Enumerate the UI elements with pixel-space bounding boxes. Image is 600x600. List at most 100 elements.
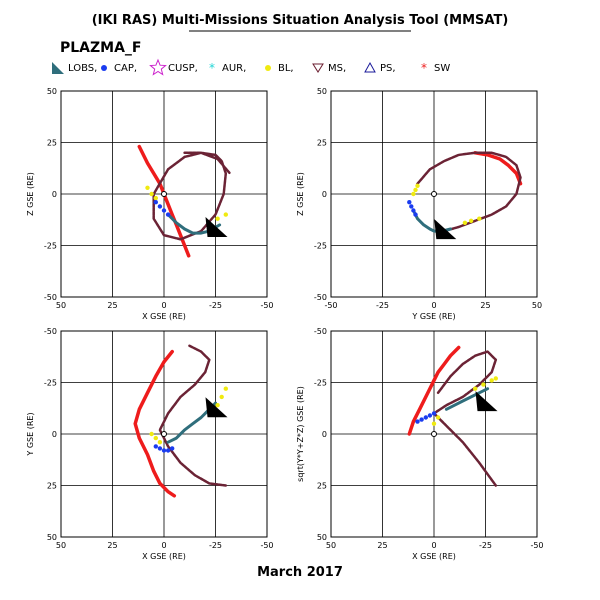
series-point-bl bbox=[431, 421, 437, 426]
y-tick-label: -50 bbox=[44, 327, 57, 336]
y-axis-label: Z GSE (RE) bbox=[296, 172, 305, 216]
series-point-cap bbox=[409, 204, 414, 209]
legend-item-ps: PS, bbox=[364, 61, 396, 74]
series-point-bl bbox=[493, 376, 498, 381]
legend-symbol-icon bbox=[149, 58, 167, 76]
series-point-bl bbox=[223, 212, 228, 217]
earth-marker bbox=[431, 431, 437, 437]
series-point-bl bbox=[415, 183, 420, 188]
legend-symbol-icon bbox=[364, 61, 376, 73]
series-point-cap bbox=[415, 419, 420, 424]
x-tick-label: -50 bbox=[260, 541, 273, 550]
earth-marker bbox=[161, 431, 167, 437]
series-point-bl bbox=[215, 403, 220, 408]
y-tick-label: -50 bbox=[314, 293, 327, 302]
legend-label: AUR, bbox=[222, 63, 246, 74]
chart-panel-4: 50 -50 25 -25 0 0 -25 25 -50 50 X GSE (RE) sqrt(Y*Y… bbox=[296, 327, 544, 561]
legend-symbol-icon: * bbox=[421, 61, 427, 75]
legend-label: LOBS, bbox=[68, 63, 97, 74]
series-point-bl bbox=[468, 218, 474, 223]
y-tick-label: 50 bbox=[47, 533, 57, 542]
series-line-sw bbox=[137, 144, 191, 258]
legend-label: CUSP, bbox=[168, 63, 198, 74]
y-tick-label: -25 bbox=[44, 242, 57, 251]
y-tick-label: 0 bbox=[52, 430, 57, 439]
x-axis-label: X GSE (RE) bbox=[142, 312, 186, 321]
series-line-ms bbox=[432, 350, 498, 487]
y-tick-label: 50 bbox=[317, 87, 327, 96]
spacecraft-marker bbox=[205, 217, 228, 238]
legend-item-cusp: CUSP, bbox=[149, 58, 198, 76]
series-line-lobs bbox=[444, 387, 490, 411]
series-point-bl bbox=[473, 386, 478, 391]
plot-area bbox=[133, 344, 228, 498]
series-line-sw bbox=[133, 349, 177, 498]
date-label: March 2017 bbox=[257, 565, 343, 580]
y-tick-label: 25 bbox=[317, 139, 327, 148]
x-tick-label: -25 bbox=[209, 541, 222, 550]
legend-symbol-icon bbox=[265, 65, 271, 71]
y-tick-label: -25 bbox=[44, 379, 57, 388]
series-point-bl bbox=[157, 440, 163, 445]
x-tick-label: 50 bbox=[326, 541, 336, 550]
legend-item-lobs: LOBS, bbox=[52, 62, 97, 74]
series-point-bl bbox=[153, 435, 158, 441]
series-point-cap bbox=[423, 415, 428, 420]
y-axis-label: Y GSE (RE) bbox=[26, 412, 35, 456]
series-point-bl bbox=[477, 216, 482, 221]
x-tick-label: -25 bbox=[376, 301, 389, 310]
chart-panel-2: -50 50 -25 25 0 0 25 -25 50 -50 Y GSE (RE) Z GSE (R… bbox=[296, 87, 542, 321]
series-point-cap bbox=[161, 208, 167, 213]
x-tick-label: 25 bbox=[377, 541, 387, 550]
series-point-bl bbox=[149, 431, 154, 437]
y-tick-label: -50 bbox=[44, 293, 57, 302]
y-tick-label: 0 bbox=[322, 430, 327, 439]
series-point-bl bbox=[219, 394, 224, 400]
series-point-cap bbox=[411, 208, 416, 213]
series-point-cap bbox=[165, 448, 171, 453]
series-point-bl bbox=[153, 195, 158, 201]
y-tick-label: 0 bbox=[322, 190, 327, 199]
series-point-cap bbox=[407, 200, 412, 205]
series-point-cap bbox=[413, 212, 418, 217]
legend-label: MS, bbox=[328, 63, 346, 74]
x-tick-label: -50 bbox=[324, 301, 337, 310]
x-tick-label: -50 bbox=[530, 541, 543, 550]
y-tick-label: 50 bbox=[47, 87, 57, 96]
x-tick-label: 25 bbox=[107, 301, 117, 310]
x-tick-label: 0 bbox=[431, 541, 436, 550]
y-tick-label: 25 bbox=[47, 482, 57, 491]
series-point-cap bbox=[157, 446, 163, 451]
series-point-cap bbox=[165, 212, 171, 217]
chart-panel-3: 50 -50 25 -25 0 0 -25 25 -50 50 X GSE (RE) Y GSE (R… bbox=[26, 327, 274, 561]
series-line-ms bbox=[158, 344, 228, 487]
earth-marker bbox=[431, 191, 437, 197]
legend-item-aur: * AUR, bbox=[209, 61, 246, 75]
mission-name: PLAZMA_F bbox=[60, 40, 142, 56]
legend-symbol-icon bbox=[101, 65, 107, 71]
y-tick-label: 25 bbox=[47, 139, 57, 148]
series-point-bl bbox=[215, 216, 220, 221]
series-point-cap bbox=[427, 413, 433, 418]
spacecraft-marker bbox=[475, 391, 498, 412]
legend-label: PS, bbox=[380, 63, 396, 74]
x-tick-label: -25 bbox=[479, 541, 492, 550]
series-point-bl bbox=[489, 378, 494, 383]
series-point-cap bbox=[161, 448, 167, 453]
legend-item-bl: BL, bbox=[265, 63, 294, 74]
x-tick-label: 0 bbox=[161, 301, 166, 310]
plot-area bbox=[407, 345, 498, 487]
legend-label: CAP, bbox=[114, 63, 137, 74]
series-line-sw bbox=[473, 151, 523, 186]
x-tick-label: 0 bbox=[161, 541, 166, 550]
y-tick-label: 50 bbox=[317, 533, 327, 542]
figure-title: (IKI RAS) Multi-Missions Situation Analy… bbox=[92, 13, 509, 28]
series-point-bl bbox=[411, 191, 416, 197]
legend-label: BL, bbox=[278, 63, 294, 74]
x-tick-label: 50 bbox=[56, 301, 66, 310]
legend-symbol-icon bbox=[312, 63, 324, 73]
y-axis-label: Z GSE (RE) bbox=[26, 172, 35, 216]
x-tick-label: -25 bbox=[209, 301, 222, 310]
series-point-cap bbox=[170, 446, 175, 451]
